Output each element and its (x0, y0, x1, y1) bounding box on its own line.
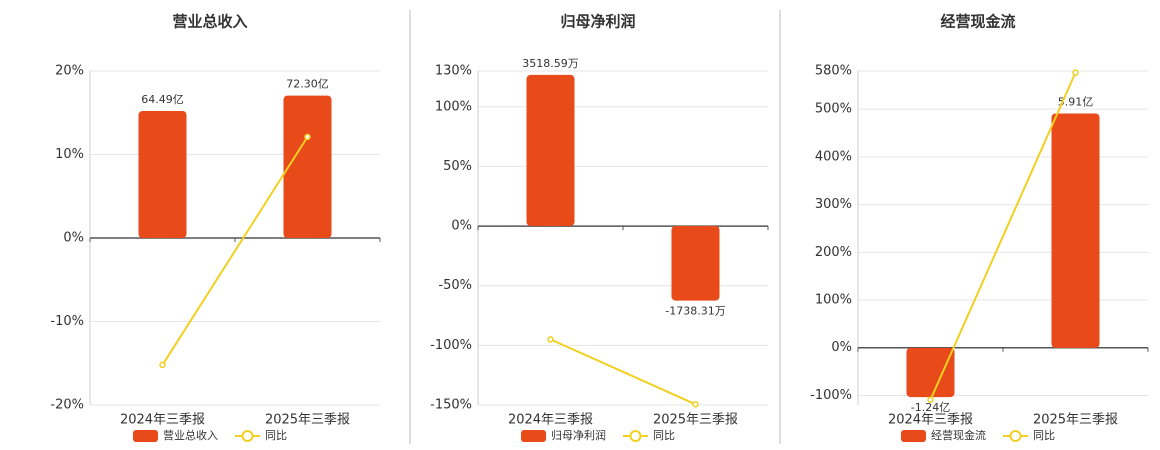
y-tick-label: 0% (451, 219, 472, 234)
x-tick-label: 2024年三季报 (120, 413, 205, 428)
y-tick-label: -100% (810, 388, 852, 403)
data-label: -1738.31万 (665, 305, 725, 318)
y-tick-label: 200% (815, 245, 852, 260)
line (929, 72, 1077, 401)
y-tick-label: 20% (55, 64, 84, 79)
y-tick-label: 10% (55, 147, 84, 162)
bar (526, 74, 575, 226)
legend-label: 同比 (265, 429, 287, 442)
y-tick-label: -100% (430, 338, 472, 353)
y-tick-label: 100% (435, 99, 472, 114)
data-label: 64.49亿 (141, 93, 184, 106)
y-tick-label: 50% (443, 159, 472, 174)
legend-label: 营业总收入 (163, 428, 218, 442)
line-point (547, 336, 554, 343)
y-tick-label: 300% (815, 197, 852, 212)
x-tick-label: 2024年三季报 (888, 413, 973, 428)
bar (138, 110, 187, 238)
legend-swatch (629, 430, 642, 442)
legend-label: 经营现金流 (931, 428, 986, 442)
legend-swatch (521, 430, 546, 442)
line-point (1072, 69, 1079, 76)
legend-swatch (1009, 430, 1022, 442)
line-point (927, 396, 934, 404)
data-label: 3518.59万 (522, 57, 579, 70)
bar (906, 347, 955, 398)
legend-swatch (241, 430, 254, 442)
y-tick-label: 100% (815, 293, 852, 308)
legend-label: 同比 (1033, 429, 1055, 442)
data-label: 5.91亿 (1058, 95, 1094, 108)
x-tick-label: 2025年三季报 (1033, 413, 1118, 428)
bar (1051, 113, 1100, 348)
chart-title: 营业总收入 (172, 13, 247, 31)
chart-title: 归母净利润 (560, 13, 635, 31)
legend-label: 同比 (653, 429, 675, 442)
y-tick-label: -150% (430, 398, 472, 413)
x-tick-label: 2024年三季报 (508, 413, 593, 428)
legend-swatch (901, 430, 926, 442)
y-tick-label: 0% (63, 231, 84, 246)
y-tick-label: 400% (815, 149, 852, 164)
chart-title: 经营现金流 (940, 13, 1015, 31)
y-tick-label: -50% (438, 278, 472, 293)
line-point (692, 401, 699, 408)
y-tick-label: 500% (815, 102, 852, 117)
bar (283, 95, 332, 238)
y-tick-label: 580% (815, 64, 852, 79)
y-tick-label: -20% (50, 398, 84, 413)
legend-label: 归母净利润 (551, 428, 606, 442)
legend-swatch (133, 430, 158, 442)
x-tick-label: 2025年三季报 (265, 413, 350, 428)
data-label: -1.24亿 (911, 401, 950, 414)
y-tick-label: -10% (50, 314, 84, 329)
x-tick-label: 2025年三季报 (653, 413, 738, 428)
data-label: 72.30亿 (286, 78, 329, 91)
line-point (159, 361, 166, 369)
line (550, 338, 696, 406)
y-tick-label: 0% (831, 340, 852, 355)
line (161, 136, 309, 366)
y-tick-label: 130% (435, 64, 472, 79)
bar (671, 225, 720, 301)
line-point (304, 133, 311, 141)
